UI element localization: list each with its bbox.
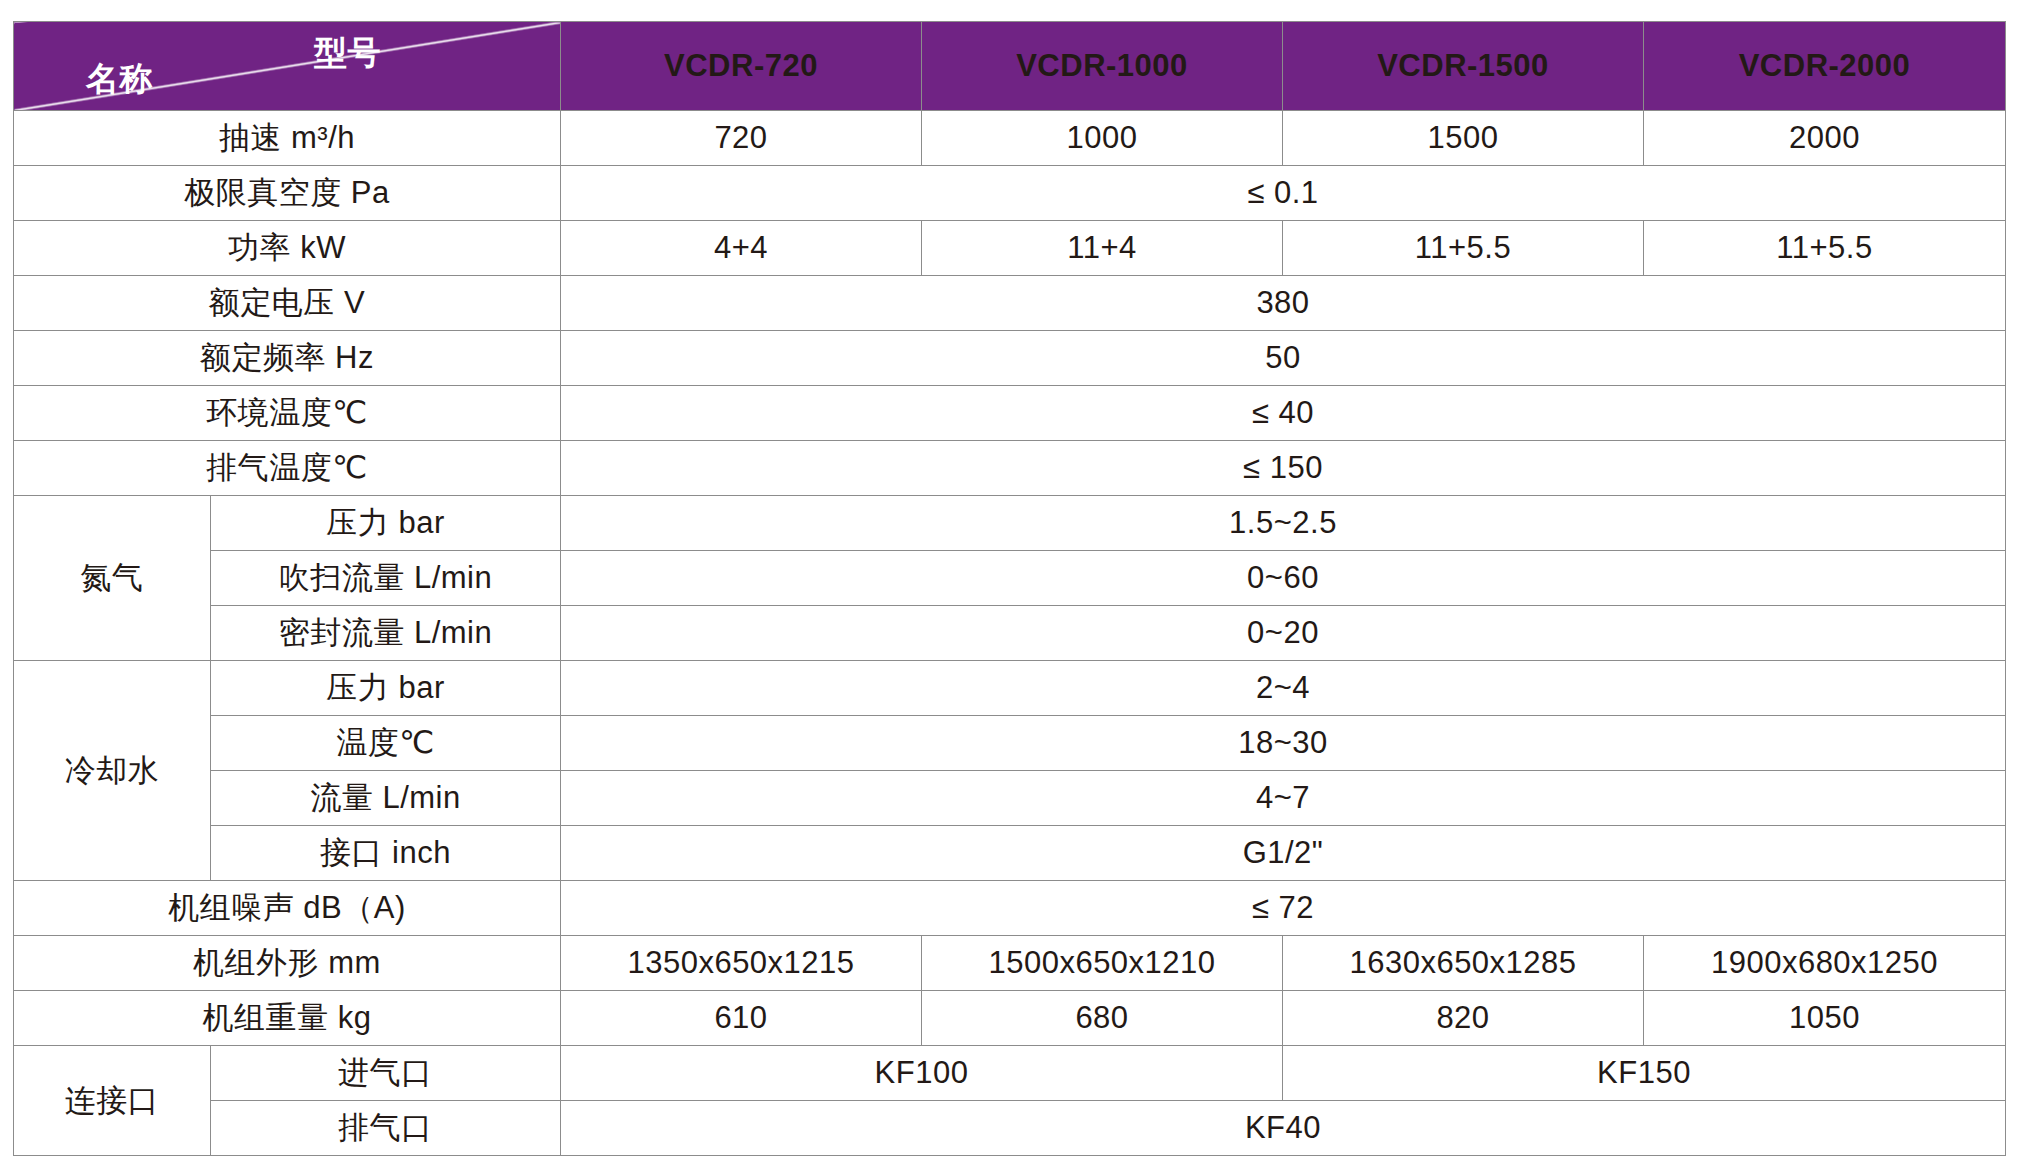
value-cell-span: 2~4 xyxy=(561,661,2006,716)
row-label: 排气温度℃ xyxy=(14,441,561,496)
value-cell: 1050 xyxy=(1644,991,2006,1046)
value-cell-span: 1.5~2.5 xyxy=(561,496,2006,551)
value-cell: 1500x650x1210 xyxy=(922,936,1283,991)
value-cell-span: ≤ 150 xyxy=(561,441,2006,496)
header-model-vcdr-1500: VCDR-1500 xyxy=(1283,22,1644,111)
row-power: 功率 kW 4+4 11+4 11+5.5 11+5.5 xyxy=(14,221,2006,276)
value-cell: 4+4 xyxy=(561,221,922,276)
value-cell: 680 xyxy=(922,991,1283,1046)
row-label: 极限真空度 Pa xyxy=(14,166,561,221)
value-cell-span: 380 xyxy=(561,276,2006,331)
value-cell-span: 4~7 xyxy=(561,771,2006,826)
value-cell: 11+5.5 xyxy=(1283,221,1644,276)
value-cell: 1630x650x1285 xyxy=(1283,936,1644,991)
row-rated-frequency: 额定频率 Hz 50 xyxy=(14,331,2006,386)
value-cell-span: ≤ 0.1 xyxy=(561,166,2006,221)
row-exhaust-temp: 排气温度℃ ≤ 150 xyxy=(14,441,2006,496)
group-label-connections: 连接口 xyxy=(14,1046,211,1156)
header-row: 型号 名称 VCDR-720 VCDR-1000 VCDR-1500 VCDR-… xyxy=(14,22,2006,111)
row-sublabel: 密封流量 L/min xyxy=(211,606,561,661)
row-ultimate-vacuum: 极限真空度 Pa ≤ 0.1 xyxy=(14,166,2006,221)
spec-table: 型号 名称 VCDR-720 VCDR-1000 VCDR-1500 VCDR-… xyxy=(13,21,2006,1156)
header-model-vcdr-720: VCDR-720 xyxy=(561,22,922,111)
row-label: 机组外形 mm xyxy=(14,936,561,991)
header-model-vcdr-2000: VCDR-2000 xyxy=(1644,22,2006,111)
value-cell: 11+4 xyxy=(922,221,1283,276)
row-label: 环境温度℃ xyxy=(14,386,561,441)
row-sublabel: 压力 bar xyxy=(211,496,561,551)
spec-sheet: 型号 名称 VCDR-720 VCDR-1000 VCDR-1500 VCDR-… xyxy=(0,0,2023,1169)
value-cell-span: G1/2" xyxy=(561,826,2006,881)
value-cell: 610 xyxy=(561,991,922,1046)
value-cell: 2000 xyxy=(1644,111,2006,166)
value-cell-span: KF40 xyxy=(561,1101,2006,1156)
value-cell: 1000 xyxy=(922,111,1283,166)
value-cell: 11+5.5 xyxy=(1644,221,2006,276)
row-sublabel: 吹扫流量 L/min xyxy=(211,551,561,606)
row-label: 额定频率 Hz xyxy=(14,331,561,386)
value-cell: 1900x680x1250 xyxy=(1644,936,2006,991)
row-weight: 机组重量 kg 610 680 820 1050 xyxy=(14,991,2006,1046)
row-nitrogen-pressure: 氮气 压力 bar 1.5~2.5 xyxy=(14,496,2006,551)
value-cell-span: KF100 xyxy=(561,1046,1283,1101)
row-rated-voltage: 额定电压 V 380 xyxy=(14,276,2006,331)
row-coolingwater-flow: 流量 L/min 4~7 xyxy=(14,771,2006,826)
row-outlet-port: 排气口 KF40 xyxy=(14,1101,2006,1156)
row-label: 功率 kW xyxy=(14,221,561,276)
row-sublabel: 温度℃ xyxy=(211,716,561,771)
value-cell-span: KF150 xyxy=(1283,1046,2006,1101)
value-cell-span: ≤ 72 xyxy=(561,881,2006,936)
row-label: 机组噪声 dB（A) xyxy=(14,881,561,936)
row-label: 机组重量 kg xyxy=(14,991,561,1046)
row-label: 抽速 m³/h xyxy=(14,111,561,166)
header-diagonal-cell: 型号 名称 xyxy=(14,22,561,111)
row-sublabel: 排气口 xyxy=(211,1101,561,1156)
header-name-label: 名称 xyxy=(86,57,153,102)
value-cell-span: 50 xyxy=(561,331,2006,386)
group-label-cooling-water: 冷却水 xyxy=(14,661,211,881)
row-label: 额定电压 V xyxy=(14,276,561,331)
row-sublabel: 进气口 xyxy=(211,1046,561,1101)
row-pumping-speed: 抽速 m³/h 720 1000 1500 2000 xyxy=(14,111,2006,166)
value-cell: 1500 xyxy=(1283,111,1644,166)
group-label-nitrogen: 氮气 xyxy=(14,496,211,661)
row-coolingwater-temp: 温度℃ 18~30 xyxy=(14,716,2006,771)
header-model-label: 型号 xyxy=(314,31,381,76)
row-coolingwater-port: 接口 inch G1/2" xyxy=(14,826,2006,881)
header-model-vcdr-1000: VCDR-1000 xyxy=(922,22,1283,111)
row-inlet-port: 连接口 进气口 KF100 KF150 xyxy=(14,1046,2006,1101)
value-cell-span: ≤ 40 xyxy=(561,386,2006,441)
row-dimensions: 机组外形 mm 1350x650x1215 1500x650x1210 1630… xyxy=(14,936,2006,991)
value-cell-span: 0~20 xyxy=(561,606,2006,661)
value-cell-span: 18~30 xyxy=(561,716,2006,771)
row-nitrogen-seal-flow: 密封流量 L/min 0~20 xyxy=(14,606,2006,661)
value-cell-span: 0~60 xyxy=(561,551,2006,606)
row-sublabel: 流量 L/min xyxy=(211,771,561,826)
row-nitrogen-purge-flow: 吹扫流量 L/min 0~60 xyxy=(14,551,2006,606)
value-cell: 720 xyxy=(561,111,922,166)
row-ambient-temp: 环境温度℃ ≤ 40 xyxy=(14,386,2006,441)
row-coolingwater-pressure: 冷却水 压力 bar 2~4 xyxy=(14,661,2006,716)
row-sublabel: 压力 bar xyxy=(211,661,561,716)
value-cell: 1350x650x1215 xyxy=(561,936,922,991)
row-sublabel: 接口 inch xyxy=(211,826,561,881)
row-noise: 机组噪声 dB（A) ≤ 72 xyxy=(14,881,2006,936)
value-cell: 820 xyxy=(1283,991,1644,1046)
